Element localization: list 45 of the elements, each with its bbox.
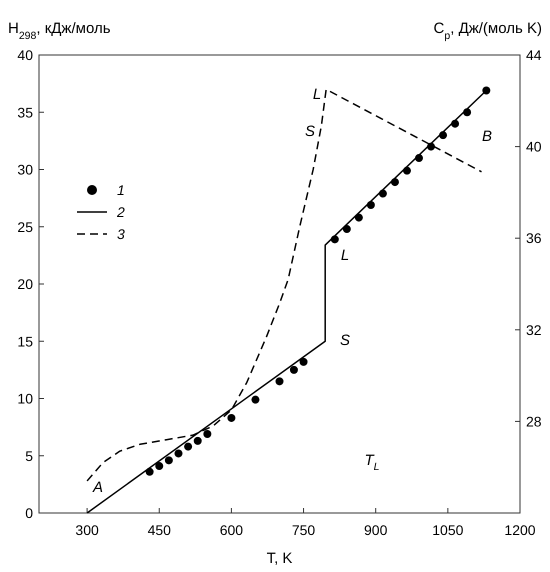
y2-tick-label: 36 <box>526 230 542 246</box>
y-axis-title: H$_{298}$, кДж/моль <box>8 20 111 42</box>
x-tick-label: 600 <box>220 522 244 538</box>
y-tick-label: 40 <box>17 47 34 63</box>
point <box>227 414 236 422</box>
x-tick-label: 750 <box>292 522 316 538</box>
annotation: S <box>304 122 316 140</box>
y-tick-label: 10 <box>17 390 34 406</box>
annotation: L <box>340 246 350 264</box>
annotation: L <box>312 86 322 103</box>
legend-label: 3 <box>117 226 125 242</box>
point <box>300 358 308 366</box>
y-tick-label: 20 <box>17 276 34 292</box>
point <box>155 462 164 470</box>
y2-tick-label: 44 <box>526 47 542 63</box>
y-tick-label: 15 <box>17 333 34 350</box>
annotation: A <box>92 478 104 496</box>
y2-tick-label: 32 <box>526 322 542 338</box>
annotation: T$_{L}$ <box>364 452 380 473</box>
point <box>164 456 173 464</box>
x-axis-title: T, K <box>266 550 292 567</box>
point <box>174 449 182 458</box>
y-tick-label: 30 <box>17 162 34 178</box>
x-tick-label: 450 <box>148 522 172 538</box>
y-tick-label: 35 <box>17 104 34 120</box>
y2-tick-label: 40 <box>526 138 542 155</box>
point <box>290 366 298 374</box>
x-tick-label: 900 <box>364 522 388 538</box>
legend-label: 2 <box>116 204 125 220</box>
x-tick-label: 300 <box>75 522 99 538</box>
x-tick-label: 1050 <box>432 522 464 538</box>
annotation: B <box>482 128 492 145</box>
y-tick-label: 0 <box>25 505 34 521</box>
y2-tick-label: 28 <box>526 413 542 430</box>
point <box>203 430 212 438</box>
x-tick-label: 1200 <box>504 522 536 538</box>
legend-label: 1 <box>117 182 125 198</box>
point <box>184 442 192 451</box>
y-tick-label: 5 <box>25 448 34 464</box>
y2-axis-title: C$_{p}$, Дж/(моль K) <box>434 20 542 42</box>
point <box>251 396 260 404</box>
y-tick-label: 25 <box>17 218 34 235</box>
point <box>276 377 284 386</box>
point <box>194 436 202 445</box>
annotation: S <box>340 332 350 349</box>
